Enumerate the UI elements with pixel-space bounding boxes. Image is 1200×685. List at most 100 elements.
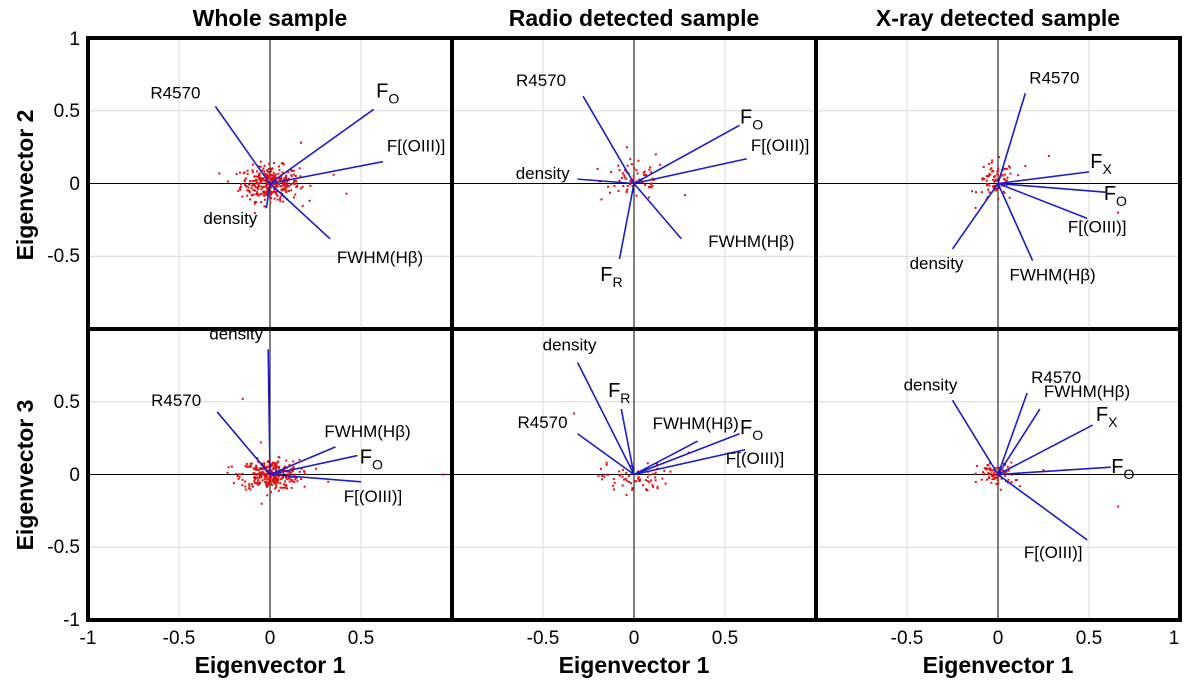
data-point [248, 465, 251, 468]
data-point [252, 183, 255, 186]
data-point [260, 188, 263, 191]
vector-extension [214, 105, 266, 177]
data-point [241, 195, 244, 198]
data-point [265, 477, 268, 480]
data-point [629, 158, 632, 161]
data-point [251, 179, 254, 182]
data-point [294, 175, 297, 178]
data-point [282, 187, 285, 190]
data-point [997, 197, 1000, 200]
data-point [254, 212, 257, 215]
data-point [282, 471, 285, 474]
data-point [1018, 485, 1021, 488]
data-point [270, 469, 273, 472]
data-point [995, 482, 998, 485]
data-point [624, 477, 627, 480]
data-point [638, 178, 641, 181]
data-point [267, 469, 270, 472]
xtick-c1-0.5: 0.5 [348, 628, 374, 649]
data-point [629, 179, 632, 182]
vector-fwhm-h- [633, 182, 682, 240]
data-point [268, 195, 271, 198]
data-point [280, 178, 283, 181]
data-point [279, 482, 282, 485]
data-point [980, 478, 983, 481]
vector-fwhm-h- [269, 182, 331, 240]
data-point [284, 486, 287, 489]
data-point [261, 186, 264, 189]
data-point [613, 185, 616, 188]
vector-label: FO [740, 106, 763, 132]
data-point [268, 476, 271, 479]
data-point [989, 469, 992, 472]
vector-label: density [904, 375, 958, 394]
data-point [277, 172, 280, 175]
panel-1: R4570 FO F[(OIII)] density FWHM(Hβ) [88, 38, 452, 329]
vector-label-text: F [740, 106, 752, 128]
data-point [263, 190, 266, 193]
column-title-radio: Radio detected sample [509, 5, 760, 31]
data-point [286, 487, 289, 490]
data-point [996, 170, 999, 173]
vector-label: F[(OIII)] [726, 449, 785, 468]
data-point [659, 163, 662, 166]
vector-fo [269, 454, 358, 476]
data-point [292, 196, 295, 199]
data-point [635, 169, 638, 172]
vector-label: density [910, 254, 964, 273]
data-point [992, 186, 995, 189]
data-point [648, 168, 651, 171]
data-point [262, 467, 265, 470]
vector-label-text: F [608, 380, 620, 402]
data-point [271, 478, 274, 481]
data-point [654, 471, 657, 474]
data-point [256, 472, 259, 475]
data-point [1008, 166, 1011, 169]
data-point [644, 173, 647, 176]
data-point [1003, 191, 1006, 194]
data-point [248, 191, 251, 194]
data-point [643, 174, 646, 177]
xtick-c1-0: 0 [265, 628, 276, 649]
data-point [260, 467, 263, 470]
data-point [285, 459, 288, 462]
vector-label-subscript: O [1116, 193, 1127, 209]
data-point [279, 478, 282, 481]
data-point [618, 470, 621, 473]
data-point [300, 478, 303, 481]
data-point [299, 175, 302, 178]
vector-fo [633, 124, 740, 185]
data-point [276, 198, 279, 201]
data-point [993, 471, 996, 474]
data-point [260, 177, 263, 180]
data-point [255, 175, 258, 178]
data-point [275, 182, 278, 185]
data-point [266, 473, 269, 476]
data-point [244, 177, 247, 180]
data-point [986, 182, 989, 185]
data-point [985, 467, 988, 470]
vector-label-text: density [910, 254, 964, 273]
vector-label: F[(OIII)] [1024, 543, 1083, 562]
data-point [293, 182, 296, 185]
data-point [988, 173, 991, 176]
vector-fo [633, 433, 740, 476]
vector-fx [997, 424, 1094, 476]
data-point [255, 468, 258, 471]
data-point [248, 485, 251, 488]
data-point [1006, 176, 1009, 179]
data-point [621, 475, 624, 478]
data-point [283, 483, 286, 486]
data-point [232, 482, 235, 485]
data-point [243, 171, 246, 174]
data-point [994, 178, 997, 181]
vector-fo [269, 108, 375, 185]
vector-label-text: FWHM(Hβ) [324, 422, 410, 441]
vector-label: FWHM(Hβ) [1044, 382, 1130, 401]
vector-label: R4570 [1031, 368, 1081, 387]
data-point [989, 467, 992, 470]
data-point [277, 460, 280, 463]
data-point [253, 202, 256, 205]
data-point [287, 171, 290, 174]
data-point [1008, 196, 1011, 199]
